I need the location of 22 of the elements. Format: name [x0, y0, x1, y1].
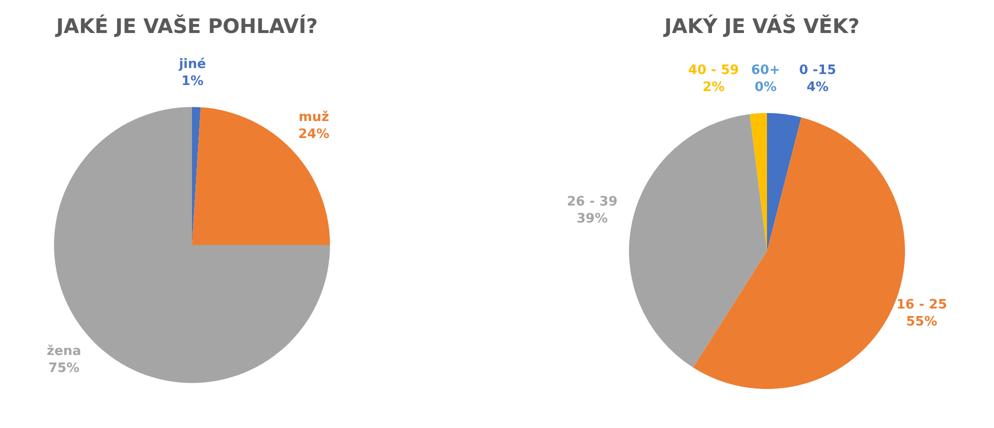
pie-slice — [629, 114, 767, 368]
data-label: 1% — [181, 74, 204, 90]
data-label: 4% — [806, 80, 829, 95]
slice-label: jiné — [178, 57, 206, 72]
pie-slice — [750, 113, 767, 251]
data-label: 24% — [298, 126, 330, 142]
chart-title: JAKÝ JE VÁŠ VĚK? — [662, 14, 861, 38]
chart-title: JAKÉ JE VAŠE POHLAVÍ? — [54, 14, 319, 38]
slice-label: muž — [298, 110, 330, 125]
data-label: 2% — [702, 80, 725, 95]
slice-label: žena — [46, 344, 82, 359]
slice-label: 0 -15 — [799, 63, 836, 78]
pie-slice — [192, 107, 330, 245]
data-label: 75% — [48, 360, 80, 376]
slice-label: 40 - 59 — [688, 63, 739, 78]
text: 0% — [754, 80, 777, 95]
slice-label: 26 - 39 — [566, 194, 618, 210]
data-label: 39% — [576, 211, 608, 226]
slice-label: 16 - 25 — [896, 298, 948, 313]
data-label: 55% — [906, 314, 938, 330]
category-label: 60+ — [751, 63, 780, 78]
pie-slice — [767, 113, 802, 251]
